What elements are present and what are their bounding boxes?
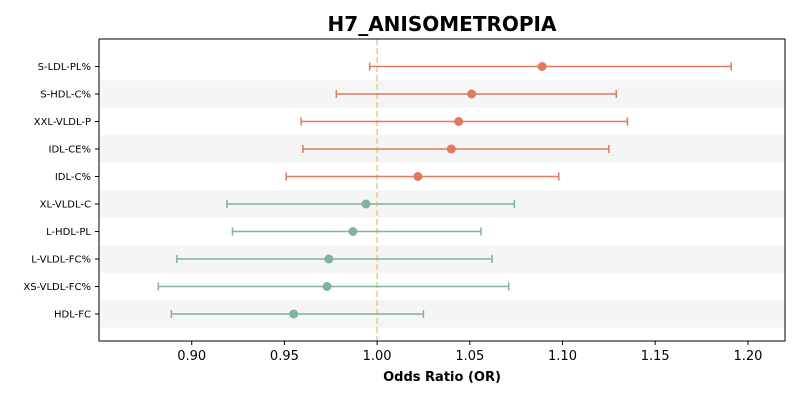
y-axis: S-LDL-PL% S-HDL-C% XXL-VLDL-P IDL-CE% IDL-C%… (23, 62, 99, 321)
or-point (289, 309, 299, 319)
forest-row (226, 199, 516, 209)
or-point (454, 117, 464, 126)
chart-title: H7_ANISOMETROPIA (328, 12, 557, 36)
x-tick-label: 1.10 (548, 349, 577, 364)
or-point (467, 89, 477, 99)
or-point (322, 282, 332, 291)
or-point (446, 144, 456, 154)
forest-row (231, 227, 482, 236)
x-tick-label: 1.05 (455, 349, 484, 364)
x-tick-label: 1.15 (641, 349, 670, 364)
y-tick-label: L-VLDL-FC% (31, 255, 91, 266)
y-tick-label: IDL-CE% (49, 145, 91, 156)
x-axis-label: Odds Ratio (OR) (383, 370, 501, 385)
or-point (361, 199, 371, 209)
or-point (413, 172, 423, 181)
forest-row (368, 62, 732, 71)
forest-row (157, 282, 510, 291)
x-tick-label: 0.90 (177, 349, 206, 364)
x-tick-label: 1.20 (733, 349, 762, 364)
forest-row (176, 254, 493, 264)
forest-row (335, 89, 618, 99)
or-point (348, 227, 358, 236)
forest-row (300, 117, 629, 126)
or-point (324, 254, 334, 264)
y-tick-label: XXL-VLDL-P (34, 117, 91, 128)
x-tick-label: 0.95 (270, 349, 299, 364)
plot-frame (98, 38, 786, 342)
forest-row (285, 172, 560, 181)
y-tick-label: L-HDL-PL (46, 227, 91, 238)
y-tick-label: S-HDL-C% (40, 90, 91, 101)
y-tick-label: XL-VLDL-C (40, 200, 91, 211)
x-tick-label: 1.00 (363, 349, 392, 364)
data-rows (157, 62, 732, 319)
y-tick-label: HDL-FC (54, 310, 91, 321)
y-tick-label: XS-VLDL-FC% (23, 282, 91, 293)
y-tick-label: IDL-C% (55, 172, 91, 183)
x-axis: 0.90 0.95 1.00 1.05 1.10 1.15 1.20 (177, 341, 762, 364)
forest-row (302, 144, 610, 154)
forest-row (170, 309, 425, 319)
y-tick-label: S-LDL-PL% (38, 62, 91, 73)
or-point (537, 62, 547, 71)
